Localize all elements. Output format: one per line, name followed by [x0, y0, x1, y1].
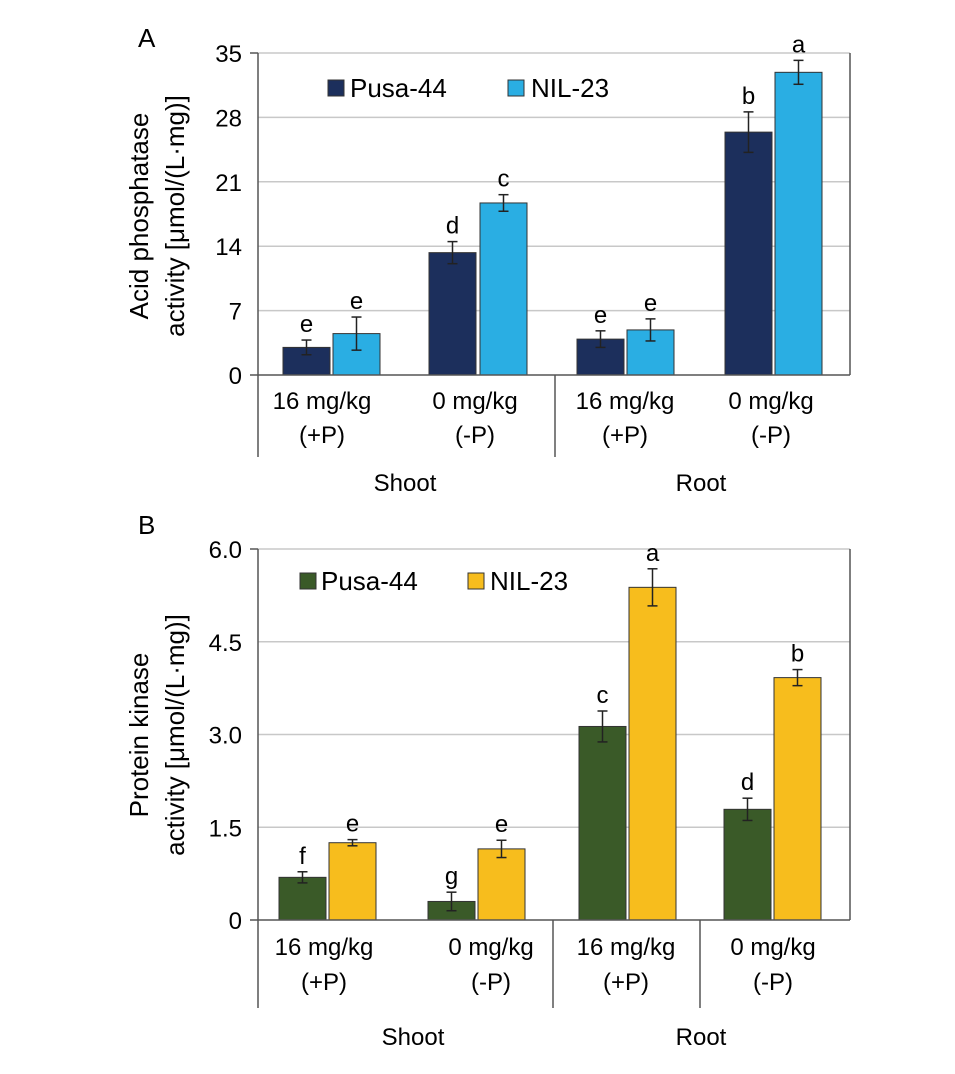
legend-label-nil-23: NIL-23 — [490, 566, 568, 596]
plot-area: 0 1.5 3.0 4.5 6.0 f g c d e e a b — [209, 537, 851, 1008]
y-axis-label-line1: Acid phosphatase — [124, 113, 154, 320]
category-label: 16 mg/kg — [273, 388, 372, 415]
significance-letter: a — [792, 31, 806, 58]
significance-letter: d — [741, 769, 754, 796]
y-axis-ticks: 0 7 14 21 28 35 — [215, 41, 242, 390]
group-label-shoot: Shoot — [374, 470, 437, 497]
significance-letter: e — [594, 302, 607, 329]
y-tick-label: 21 — [215, 170, 242, 197]
bar-nil-23 — [477, 848, 526, 921]
significance-letter: b — [791, 641, 804, 668]
bar-nil-23 — [774, 71, 823, 376]
axes — [250, 52, 851, 457]
category-label: (-P) — [751, 422, 791, 449]
category-label: (+P) — [602, 422, 648, 449]
panel-label: A — [138, 23, 156, 53]
y-tick-label: 0 — [229, 908, 242, 935]
y-axis-label-line1: Protein kinase — [124, 653, 154, 818]
legend-swatch-pusa-44 — [299, 572, 317, 590]
category-label: 16 mg/kg — [576, 388, 675, 415]
legend-swatch-pusa-44 — [327, 79, 345, 97]
significance-labels: f g c d e e a b — [299, 540, 804, 890]
significance-letter: e — [346, 811, 359, 838]
axes — [250, 548, 851, 1008]
significance-letter: b — [742, 83, 755, 110]
panel-label: B — [138, 510, 155, 540]
bar-pusa-44 — [724, 131, 773, 376]
y-tick-label: 6.0 — [209, 537, 242, 564]
error-bars — [301, 59, 804, 356]
category-label: 0 mg/kg — [730, 934, 815, 961]
x-axis-categories: 16 mg/kg (+P) 0 mg/kg (-P) 16 mg/kg (+P)… — [273, 388, 814, 497]
y-tick-label: 0 — [229, 363, 242, 390]
x-axis-categories: 16 mg/kg (+P) 0 mg/kg (-P) 16 mg/kg (+P)… — [275, 934, 816, 1051]
y-axis-label-line2: activity [μmol/(L·mg)] — [160, 614, 190, 856]
significance-letter: c — [597, 682, 609, 709]
category-label: (+P) — [299, 422, 345, 449]
category-label: (-P) — [753, 969, 793, 996]
group-label-shoot: Shoot — [382, 1024, 445, 1051]
bar-nil-23 — [773, 677, 822, 921]
plot-area: 0 7 14 21 28 35 e d e b e c e a — [215, 31, 851, 457]
significance-letter: e — [644, 290, 657, 317]
y-tick-label: 3.0 — [209, 723, 242, 750]
significance-letter: d — [446, 213, 459, 240]
y-axis-label-line2: activity [μmol/(L·mg)] — [160, 95, 190, 337]
legend-swatch-nil-23 — [507, 79, 525, 97]
significance-letter: e — [350, 288, 363, 315]
category-label: 0 mg/kg — [728, 388, 813, 415]
legend: Pusa-44 NIL-23 — [327, 73, 609, 103]
group-label-root: Root — [676, 1024, 727, 1051]
category-label: 0 mg/kg — [448, 934, 533, 961]
category-label: 16 mg/kg — [577, 934, 676, 961]
significance-labels: e d e b e c e a — [300, 31, 806, 338]
bar-nil-23 — [479, 202, 528, 376]
y-tick-label: 14 — [215, 234, 242, 261]
legend-swatch-nil-23 — [467, 572, 485, 590]
significance-letter: e — [495, 811, 508, 838]
legend-label-nil-23: NIL-23 — [531, 73, 609, 103]
y-axis-ticks: 0 1.5 3.0 4.5 6.0 — [209, 537, 242, 935]
legend-label-pusa-44: Pusa-44 — [321, 566, 418, 596]
category-label: 0 mg/kg — [432, 388, 517, 415]
error-bars — [297, 568, 803, 912]
y-tick-label: 7 — [229, 299, 242, 326]
legend-label-pusa-44: Pusa-44 — [350, 73, 447, 103]
bar-pusa-44 — [723, 808, 772, 921]
significance-letter: c — [498, 166, 510, 193]
bars — [278, 586, 822, 921]
category-label: 16 mg/kg — [275, 934, 374, 961]
group-label-root: Root — [676, 470, 727, 497]
category-label: (-P) — [471, 969, 511, 996]
category-label: (+P) — [603, 969, 649, 996]
legend: Pusa-44 NIL-23 — [299, 566, 568, 596]
category-label: (-P) — [455, 422, 495, 449]
category-label: (+P) — [301, 969, 347, 996]
y-tick-label: 35 — [215, 41, 242, 68]
significance-letter: f — [299, 843, 306, 870]
bar-nil-23 — [628, 586, 677, 921]
bar-pusa-44 — [428, 252, 477, 376]
y-tick-label: 1.5 — [209, 815, 242, 842]
significance-letter: a — [646, 540, 660, 567]
y-tick-label: 28 — [215, 105, 242, 132]
panel-a: A 0 7 14 21 28 35 e d e b e c e a Acid phosphatase a… — [124, 23, 851, 497]
significance-letter: e — [300, 311, 313, 338]
significance-letter: g — [445, 863, 458, 890]
bar-pusa-44 — [278, 876, 327, 921]
bar-pusa-44 — [578, 725, 627, 921]
y-tick-label: 4.5 — [209, 630, 242, 657]
bar-nil-23 — [328, 842, 377, 921]
